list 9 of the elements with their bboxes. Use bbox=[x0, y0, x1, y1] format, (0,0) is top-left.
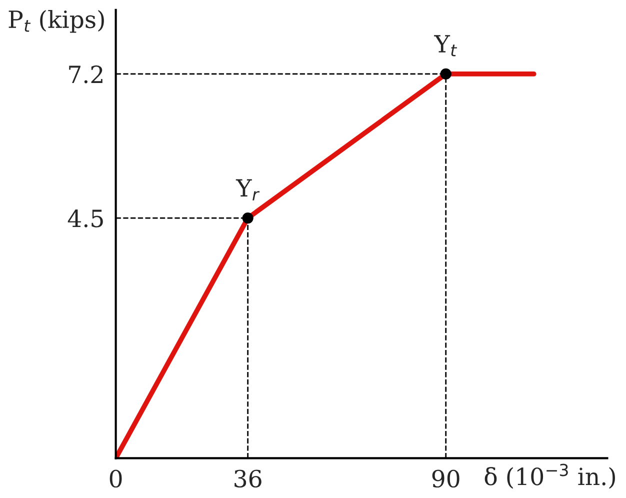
annotation: Y$_{r}$ bbox=[236, 179, 260, 200]
y-tick-label: 7.2 bbox=[69, 65, 102, 84]
y-tick-label: 4.5 bbox=[68, 210, 103, 228]
annotation: Y$_{t}$ bbox=[434, 35, 458, 56]
y-axis-title: P$_{t}$ (kips) bbox=[8, 10, 104, 33]
x-tick-label: 0 bbox=[110, 470, 122, 488]
x-axis-title: δ (10$^{−3}$ in.) bbox=[484, 464, 615, 489]
x-tick-label: 36 bbox=[234, 470, 262, 488]
x-tick-label: 90 bbox=[432, 470, 460, 488]
